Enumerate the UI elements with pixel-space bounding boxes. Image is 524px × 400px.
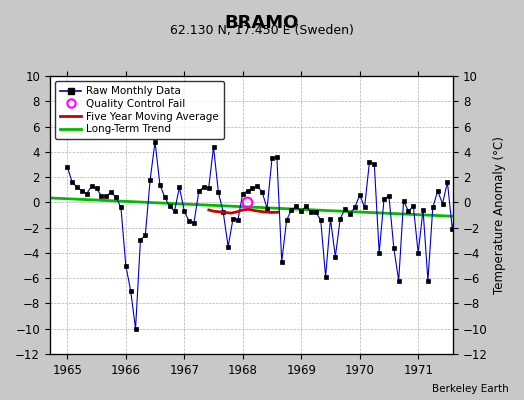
Five Year Moving Average xyxy=(275,210,281,215)
Text: 62.130 N, 17.450 E (Sweden): 62.130 N, 17.450 E (Sweden) xyxy=(170,24,354,37)
Line: Raw Monthly Data: Raw Monthly Data xyxy=(66,140,524,330)
Raw Monthly Data xyxy=(274,154,280,159)
Raw Monthly Data xyxy=(498,208,504,212)
Y-axis label: Temperature Anomaly (°C): Temperature Anomaly (°C) xyxy=(494,136,506,294)
Five Year Moving Average xyxy=(206,208,212,212)
Text: BRAMO: BRAMO xyxy=(225,14,299,32)
Legend: Raw Monthly Data, Quality Control Fail, Five Year Moving Average, Long-Term Tren: Raw Monthly Data, Quality Control Fail, … xyxy=(55,81,224,140)
Text: Berkeley Earth: Berkeley Earth xyxy=(432,384,508,394)
Five Year Moving Average xyxy=(245,207,252,212)
Line: Five Year Moving Average: Five Year Moving Average xyxy=(209,209,278,213)
Five Year Moving Average xyxy=(260,210,266,214)
Five Year Moving Average xyxy=(216,210,223,214)
Raw Monthly Data xyxy=(152,139,158,144)
Five Year Moving Average xyxy=(269,210,275,215)
Raw Monthly Data xyxy=(205,186,212,191)
Five Year Moving Average xyxy=(234,210,240,214)
Raw Monthly Data xyxy=(133,326,139,331)
Five Year Moving Average xyxy=(252,208,258,213)
Five Year Moving Average xyxy=(239,208,246,212)
Five Year Moving Average xyxy=(210,209,216,214)
Five Year Moving Average xyxy=(222,210,228,215)
Raw Monthly Data xyxy=(64,164,70,169)
Raw Monthly Data xyxy=(127,288,134,293)
Five Year Moving Average xyxy=(228,211,234,216)
Raw Monthly Data xyxy=(308,210,314,215)
Raw Monthly Data xyxy=(322,274,329,279)
